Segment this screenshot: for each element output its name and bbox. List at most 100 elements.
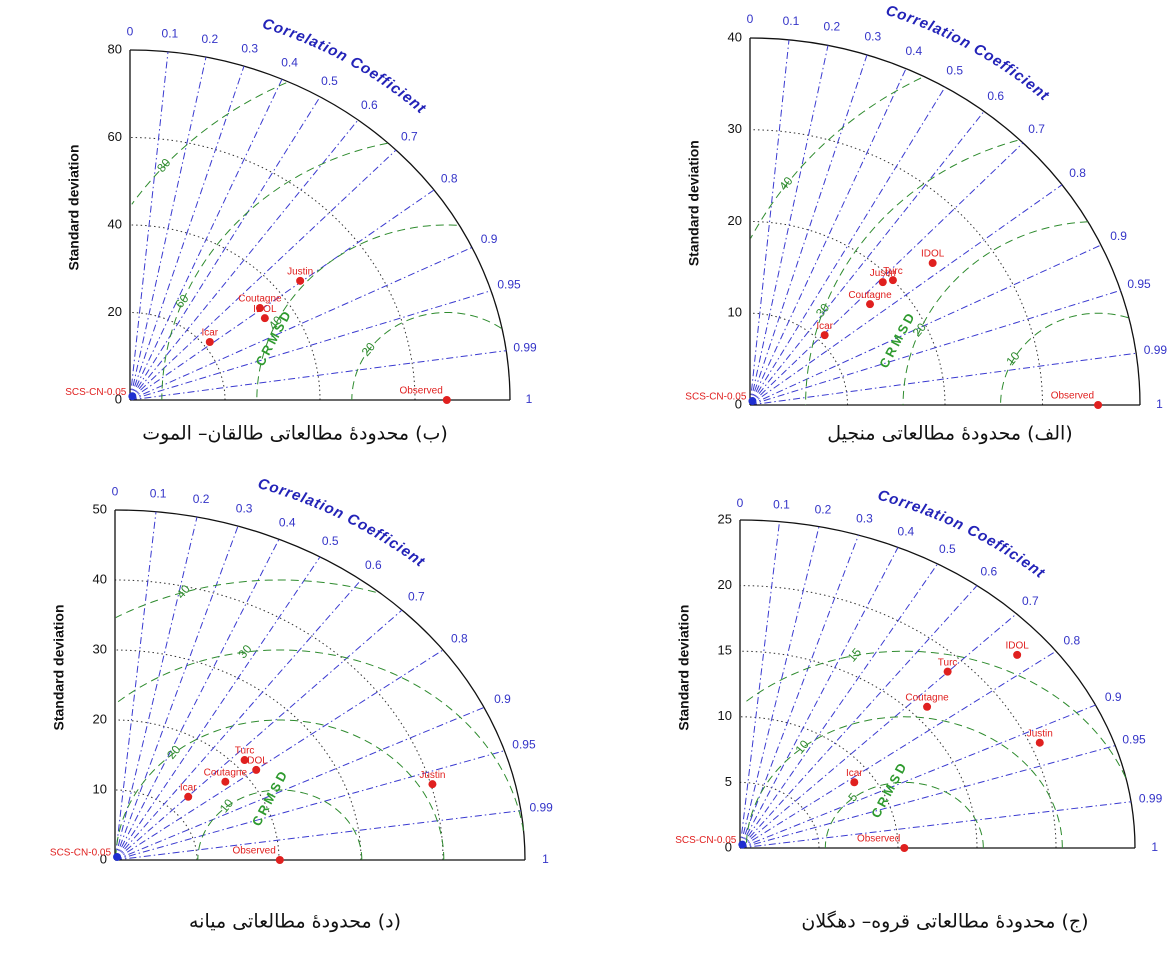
point-label: Observed <box>857 834 900 845</box>
rmsd-contour <box>256 224 457 401</box>
point-label: Justin <box>419 770 445 781</box>
corr-tick-label: 0.6 <box>987 89 1004 103</box>
corr-line <box>739 585 978 849</box>
y-tick-label: 0 <box>100 851 107 866</box>
corr-line <box>749 68 907 406</box>
corr-line <box>129 56 207 401</box>
rmsd-contour <box>902 221 1088 406</box>
point-label: SCS-CN-0.05 <box>65 387 127 398</box>
y-tick-label: 20 <box>108 304 122 319</box>
corr-tick-label: 0.9 <box>1110 229 1127 243</box>
corr-line <box>114 511 157 861</box>
corr-tick-label: 0.95 <box>512 737 536 751</box>
point-label: Observed <box>232 846 275 857</box>
y-tick-label: 10 <box>718 708 732 723</box>
std-arc <box>129 137 416 401</box>
point <box>928 259 937 268</box>
corr-tick-label: 0.7 <box>1028 122 1045 136</box>
corr-tick-label: 0.1 <box>773 497 790 511</box>
y-tick-label: 30 <box>728 121 742 136</box>
corr-line <box>749 352 1137 406</box>
corr-line <box>749 142 1024 406</box>
corr-line <box>739 521 780 849</box>
corr-tick-label: 0 <box>747 12 754 26</box>
rmsd-contour <box>742 650 1127 778</box>
corr-line <box>114 649 444 861</box>
corr-tick-label: 0.3 <box>236 502 253 516</box>
point-label: Turc <box>938 657 958 668</box>
corr-line <box>739 547 899 849</box>
corr-tick-label: 1 <box>1151 840 1158 854</box>
corr-tick-label: 0.3 <box>241 42 258 56</box>
corr-tick-label: 0.7 <box>401 130 418 144</box>
point <box>296 276 305 285</box>
y-tick-label: 40 <box>93 571 107 586</box>
corr-line <box>114 538 280 861</box>
point <box>221 777 230 786</box>
corr-line <box>114 525 239 861</box>
std-arc <box>749 129 1043 406</box>
corr-tick-label: 0.8 <box>441 172 458 186</box>
y-axis-title: Standard deviation <box>66 144 82 270</box>
y-tick-label: 30 <box>93 641 107 656</box>
point <box>1035 738 1044 747</box>
corr-tick-label: 0.1 <box>150 487 167 501</box>
corr-tick-label: 0.2 <box>201 32 218 46</box>
corr-line <box>749 184 1063 406</box>
corr-tick-label: 0.99 <box>513 340 537 354</box>
outer-arc <box>739 519 1136 849</box>
y-tick-label: 0 <box>115 391 122 406</box>
y-tick-label: 40 <box>728 29 742 44</box>
corr-tick-label: 0.7 <box>1022 594 1039 608</box>
std-arc <box>749 312 848 406</box>
corr-tick-label: 0.95 <box>1122 733 1146 747</box>
rmsd-contour <box>115 719 445 861</box>
corr-line <box>129 189 435 401</box>
corr-tick-label: 0.95 <box>497 277 521 291</box>
corr-line <box>749 289 1121 406</box>
point-label: Icar <box>846 768 863 779</box>
corr-tick-label: 0.4 <box>279 515 296 529</box>
point-label: Justin <box>1027 728 1053 739</box>
corr-line <box>114 516 198 861</box>
y-tick-label: 50 <box>93 501 107 516</box>
corr-line <box>129 119 359 401</box>
point-label: Justin <box>287 266 313 277</box>
point <box>428 780 437 789</box>
corr-line <box>129 51 169 401</box>
point-label: Icar <box>816 321 833 332</box>
corr-tick-label: 0 <box>127 25 134 39</box>
y-axis-title: Standard deviation <box>51 604 67 730</box>
corr-tick-label: 0.4 <box>898 525 915 539</box>
y-tick-label: 25 <box>718 511 732 526</box>
point <box>184 792 193 801</box>
corr-tick-label: 1 <box>542 852 549 866</box>
corr-line <box>739 745 1116 849</box>
corr-tick-label: 0.8 <box>1069 166 1086 180</box>
point <box>255 304 264 313</box>
y-tick-label: 20 <box>93 711 107 726</box>
rmsd-contour <box>114 649 524 831</box>
corr-tick-label: 0.3 <box>856 512 873 526</box>
corr-line <box>749 244 1102 406</box>
point-label: Coutagne <box>905 692 949 703</box>
corr-tick-label: 0.2 <box>193 492 210 506</box>
point-label: IDOL <box>245 756 269 767</box>
corr-tick-label: 0.5 <box>946 63 963 77</box>
outer-arc <box>129 49 511 401</box>
corr-line <box>129 96 321 401</box>
point <box>252 765 261 774</box>
point <box>275 856 284 864</box>
point <box>240 756 249 765</box>
corr-tick-label: 0.99 <box>1144 343 1168 357</box>
point-label: SCS-CN-0.05 <box>675 835 737 846</box>
point <box>113 852 122 861</box>
caption: (ج) محدودۀ مطالعاتی قروه– دهگلان <box>801 910 1088 933</box>
caption: (ب) محدودۀ مطالعاتی طالقان– الموت <box>142 423 448 445</box>
y-tick-label: 15 <box>718 643 732 658</box>
y-tick-label: 20 <box>728 213 742 228</box>
point <box>820 331 829 340</box>
point-label: IDOL <box>1005 641 1029 652</box>
point-label: SCS-CN-0.05 <box>50 848 112 859</box>
point <box>866 300 875 309</box>
